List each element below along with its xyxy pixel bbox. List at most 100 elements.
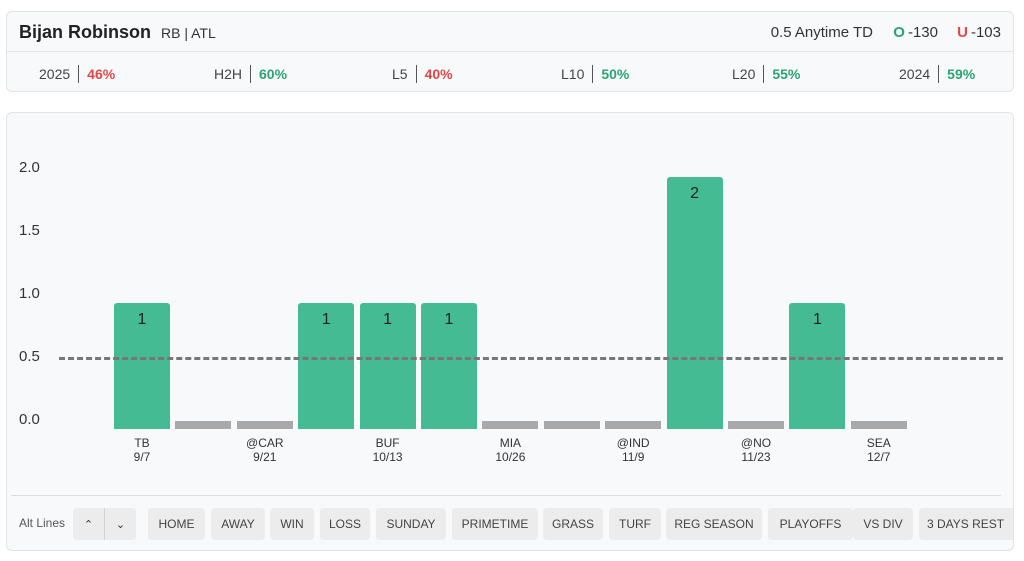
x-axis-label: @CAR 9/21 [225,436,305,464]
alt-line-up-button[interactable]: ⌃ [73,508,104,540]
over-tag: O [893,24,905,41]
stat-label: L20 [732,66,756,82]
stat-label: L5 [392,66,408,82]
filter-turf-button[interactable]: TURF [609,508,661,540]
bar-value-label: 1 [137,311,147,328]
x-label-date: 10/26 [495,450,526,464]
stat-value: 40% [424,66,453,82]
bar-value-label: 1 [321,311,331,328]
over-odds-value: -130 [907,24,938,41]
stat-value: 50% [601,66,630,82]
filter-row: Alt Lines ⌃ ⌄ HOME AWAY WIN LOSS SUNDAY … [7,495,1013,550]
filter-primetime-button[interactable]: PRIMETIME [452,508,538,540]
threshold-line [59,357,1003,360]
alt-lines-stepper: ⌃ ⌄ [73,508,136,540]
stat-value: 46% [87,66,116,82]
bar[interactable] [359,303,416,429]
filter-win-button[interactable]: WIN [270,508,314,540]
under-odds[interactable]: U -103 [957,24,1001,41]
filter-playoffs-button[interactable]: PLAYOFFS [768,508,853,540]
chevron-up-icon: ⌃ [83,518,94,531]
header-top-row: Bijan Robinson RB | ATL 0.5 Anytime TD O… [7,12,1013,52]
bar-value-label: 1 [383,311,393,328]
bar-base [175,421,232,429]
x-label-opponent: @IND [616,436,650,450]
stat-label: 2024 [899,66,931,82]
stat-value: 59% [947,66,976,82]
chevron-down-icon: ⌄ [115,518,126,531]
stat-divider [250,65,252,83]
x-label-opponent: SEA [866,436,891,450]
x-label-date: 11/23 [741,450,771,464]
chart-card: 0.0 0.5 1.0 1.5 2.0 1 1 1 1 2 1 TB 9/7 @CAR 9/21 BUF 10/… [6,112,1014,551]
under-odds-value: -103 [970,24,1001,41]
x-label-date: 10/13 [372,450,403,464]
stat-divider [592,65,594,83]
x-axis-label: @NO 11/23 [716,436,796,464]
stat-2024: 2024 59% [899,65,975,83]
bar-value-label: 1 [444,311,454,328]
x-label-opponent: MIA [499,436,522,450]
x-label-date: 9/21 [253,450,277,464]
prop-line: 0.5 Anytime TD [770,24,873,41]
x-axis-label: TB 9/7 [102,436,182,464]
x-label-opponent: @NO [740,436,772,450]
stat-divider [78,65,80,83]
x-label-date: 12/7 [867,450,891,464]
bar-base [728,421,784,429]
filter-divider [11,495,1001,496]
bar-value-label: 1 [812,311,822,328]
bar-base [482,421,539,429]
x-label-opponent: @CAR [246,436,284,450]
filter-grass-button[interactable]: GRASS [543,508,603,540]
player-name: Bijan Robinson [19,22,151,42]
y-tick-label: 0.5 [19,348,40,365]
x-label-opponent: TB [134,436,150,450]
alt-lines-label: Alt Lines [19,516,66,530]
bar[interactable] [421,303,477,429]
filter-away-button[interactable]: AWAY [211,508,265,540]
filter-loss-button[interactable]: LOSS [320,508,370,540]
bar-base [543,421,600,429]
stat-h2h: H2H 60% [214,65,287,83]
y-tick-label: 1.0 [19,285,40,302]
stat-label: H2H [214,66,243,82]
stat-l10: L10 50% [561,65,629,83]
bar-base [605,421,662,429]
x-axis-label: MIA 10/26 [470,436,550,464]
y-tick-label: 0.0 [19,411,40,428]
over-odds[interactable]: O -130 [893,24,938,41]
bar[interactable] [114,303,170,429]
x-axis-label: BUF 10/13 [348,436,428,464]
y-tick-label: 1.5 [19,222,40,239]
filter-vs-div-button[interactable]: VS DIV [853,508,913,540]
x-label-date: 11/9 [621,450,645,464]
bar[interactable] [789,303,846,429]
under-tag: U [957,24,968,41]
alt-line-down-button[interactable]: ⌄ [104,508,136,540]
x-label-date: 9/7 [133,450,151,464]
stat-label: 2025 [39,66,71,82]
x-label-opponent: BUF [375,436,400,450]
stat-label: L10 [561,66,585,82]
bar-value-label: 2 [690,185,700,202]
y-tick-label: 2.0 [19,159,40,176]
player-header: Bijan Robinson RB | ATL 0.5 Anytime TD O… [6,11,1014,92]
filter-3-days-rest-button[interactable]: 3 DAYS REST [919,508,1013,540]
filter-home-button[interactable]: HOME [148,508,205,540]
stat-value: 55% [772,66,801,82]
stat-l5: L5 40% [392,65,453,83]
bar[interactable] [666,177,723,429]
stat-divider [415,65,417,83]
player-position-team: RB | ATL [161,25,216,41]
x-axis-label: @IND 11/9 [593,436,673,464]
x-axis-label: SEA 12/7 [839,436,919,464]
filter-reg-season-button[interactable]: REG SEASON [666,508,762,540]
stat-l20: L20 55% [732,65,800,83]
stat-value: 60% [259,66,288,82]
bar[interactable] [298,303,355,429]
bar-base [236,421,293,429]
stat-2025: 2025 46% [39,65,115,83]
stat-divider [938,65,940,83]
filter-sunday-button[interactable]: SUNDAY [376,508,446,540]
